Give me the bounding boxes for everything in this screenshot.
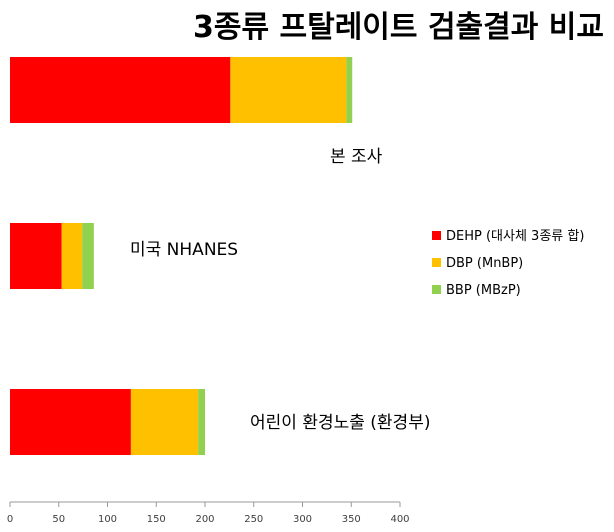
legend: DEHP (대사체 3종류 합) DBP (MnBP) BBP (MBzP) — [432, 229, 584, 298]
x-axis: 0 50 100 150 200 250 300 350 400 — [7, 501, 410, 525]
x-tick-label: 400 — [390, 514, 409, 525]
bar-segment — [82, 223, 94, 289]
bar-segment — [10, 223, 62, 289]
x-tick-label: 250 — [244, 514, 263, 525]
bar-segment — [198, 389, 205, 455]
x-tick-label: 50 — [52, 514, 65, 525]
bar-segment — [10, 389, 131, 455]
legend-label: BBP (MBzP) — [446, 283, 521, 298]
legend-swatch — [432, 231, 441, 240]
category-label: 미국 NHANES — [130, 240, 238, 260]
chart-title: 3종류 프탈레이트 검출결과 비교 — [193, 10, 604, 45]
category-label: 어린이 환경노출 (환경부) — [250, 413, 430, 433]
x-tick-label: 200 — [195, 514, 214, 525]
bars-layer — [10, 57, 353, 455]
legend-swatch — [432, 285, 441, 294]
x-tick-label: 300 — [293, 514, 312, 525]
bar-segment — [10, 57, 231, 123]
legend-swatch — [432, 258, 441, 267]
bar-segment — [346, 57, 353, 123]
x-tick-label: 350 — [342, 514, 361, 525]
category-label: 본 조사 — [330, 147, 383, 167]
x-tick-label: 150 — [147, 514, 166, 525]
x-tick-label: 100 — [98, 514, 117, 525]
x-tick-label: 0 — [7, 514, 13, 525]
bar-segment — [130, 389, 199, 455]
legend-label: DBP (MnBP) — [446, 256, 523, 271]
bar-segment — [230, 57, 347, 123]
legend-label: DEHP (대사체 3종류 합) — [446, 229, 584, 244]
bar-segment — [61, 223, 83, 289]
